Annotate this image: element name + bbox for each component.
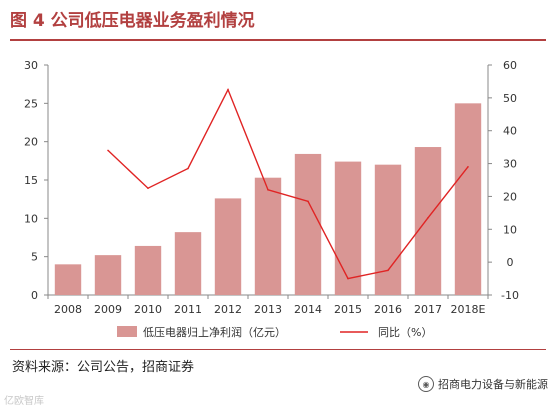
growth-line [107,87,469,280]
x-tick-label: 2012 [214,303,242,316]
y-left-tick-label: 25 [24,97,38,110]
y-right-tick-label: 20 [503,190,517,203]
line-point [427,216,429,219]
y-left-tick-label: 20 [24,136,38,149]
legend-line-label: 同比（%） [378,326,432,339]
bar [54,264,82,295]
bar [174,232,202,295]
chart: 0 5 10 15 20 25 30 -10 0 10 20 30 40 50 60 2008 2009 2010… [24,59,519,339]
bar [94,255,122,295]
line-point [307,200,309,203]
wechat-icon: ◉ [418,376,434,392]
watermark-brand: 亿欧智库 [4,396,44,407]
x-tick-label: 2009 [94,303,122,316]
title-divider [10,39,546,41]
y-right-tick-label: 40 [503,125,517,138]
line-point [187,167,189,170]
x-tick-label: 2015 [334,303,362,316]
y-right-tick-label: -10 [501,289,519,302]
y-right-tick-label: 10 [503,223,517,236]
bar [134,245,162,295]
line-point [467,166,469,168]
legend-bar-label: 低压电器归上净利润（亿元） [143,325,286,339]
bar-series [54,103,482,295]
bar [334,161,362,295]
x-tick-label: 2016 [374,303,402,316]
x-tick-label: 2014 [294,303,322,316]
line-point [387,269,389,272]
x-tick-label: 2018E [451,303,486,316]
y-right-tick-label: 60 [503,59,517,72]
x-tick-label: 2010 [134,303,162,316]
bar [214,198,242,295]
bar [254,177,282,295]
y-right-tick-label: 50 [503,92,517,105]
line-point [267,189,269,191]
legend-bar-swatch [117,326,137,337]
y-left-tick-label: 15 [24,174,38,187]
line-point [347,277,349,280]
bar [374,164,402,295]
line-series [107,87,469,280]
x-tick-label: 2008 [54,303,82,316]
bar [414,147,442,295]
x-tick-label: 2017 [414,303,442,316]
y-right-tick-label: 30 [503,158,517,171]
line-point [147,187,149,190]
chart-legend: 低压电器归上净利润（亿元） 同比（%） [117,325,432,339]
bar [294,153,322,295]
y-left-tick-label: 10 [24,212,38,225]
watermark-channel-label: 招商电力设备与新能源 [438,378,548,391]
y-left-tick-label: 5 [31,251,38,264]
x-tick-label: 2013 [254,303,282,316]
line-point [107,149,109,152]
bar [454,103,482,295]
line-point [227,88,229,91]
source-divider [10,349,546,350]
x-tick-label: 2011 [174,303,202,316]
y-right-tick-label: 0 [507,256,514,269]
source-note: 资料来源：公司公告，招商证券 [12,360,195,375]
y-left-tick-label: 30 [24,59,38,72]
watermark-channel: ◉ 招商电力设备与新能源 [418,376,548,392]
y-left-tick-label: 0 [31,289,38,302]
chart-title: 图 4 公司低压电器业务盈利情况 [10,11,255,31]
